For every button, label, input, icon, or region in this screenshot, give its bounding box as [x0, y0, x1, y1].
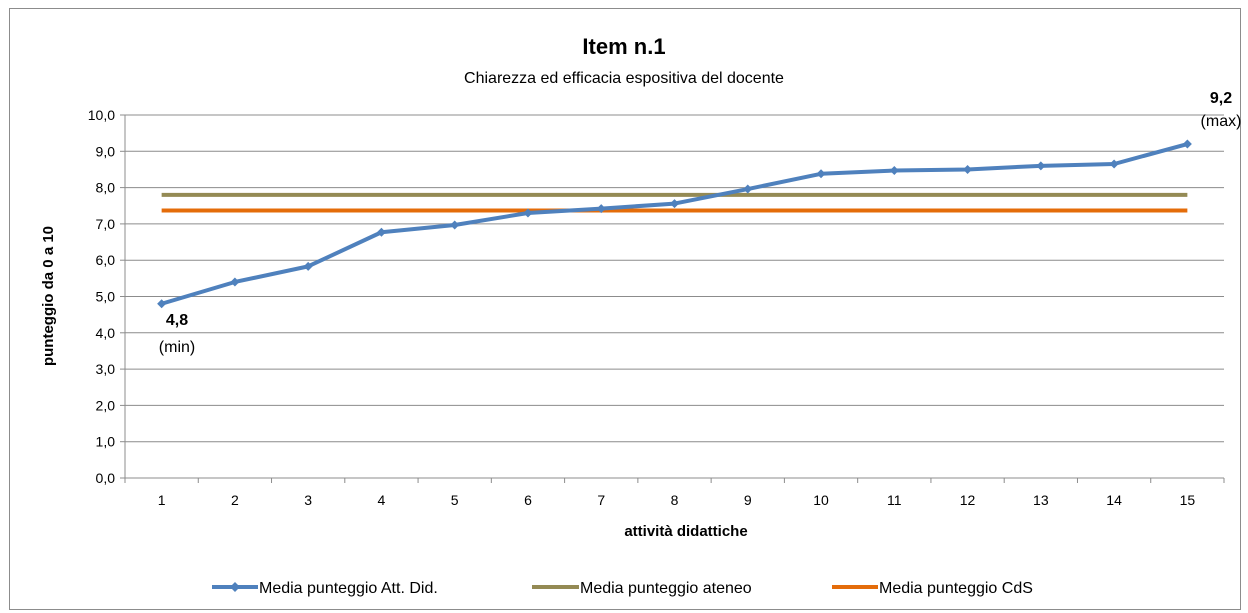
data-point: [523, 208, 533, 218]
x-tick-label: 3: [304, 492, 312, 508]
data-point: [596, 204, 606, 214]
x-tick-label: 2: [231, 492, 239, 508]
labels-layer: 0,01,02,03,04,05,06,07,08,09,010,01 2 3 4 5 6…: [88, 107, 1196, 508]
data-point: [1182, 139, 1192, 149]
legend-item-ateneo: Media punteggio ateneo: [532, 580, 752, 597]
data-point: [1109, 159, 1119, 169]
min-tag-label: (min): [159, 339, 195, 356]
x-axis-title: attività didattiche: [624, 523, 747, 540]
x-tick-label: 12: [960, 492, 976, 508]
min-value-label: 4,8: [166, 312, 188, 329]
chart-area: [9, 8, 1241, 610]
max-tag-label: (max): [1201, 113, 1242, 130]
legend-label-cds: Media punteggio CdS: [879, 580, 1033, 597]
x-tick-label: 10: [813, 492, 829, 508]
y-tick-label: 4,0: [96, 325, 116, 341]
y-tick-label: 1,0: [96, 434, 116, 450]
data-point: [889, 166, 899, 176]
chart-subtitle: Chiarezza ed efficacia espositiva del do…: [464, 70, 784, 87]
data-point: [816, 169, 826, 179]
data-point: [743, 184, 753, 194]
data-point: [376, 227, 386, 237]
x-tick-label: 11: [887, 492, 902, 508]
y-tick-label: 3,0: [96, 361, 116, 377]
y-tick-label: 7,0: [96, 216, 116, 232]
max-annotation: 9,2 (max): [1201, 90, 1242, 130]
data-point: [303, 261, 313, 271]
data-point: [230, 277, 240, 287]
legend-label-ateneo: Media punteggio ateneo: [580, 580, 752, 597]
x-tick-label: 6: [524, 492, 532, 508]
data-point: [670, 199, 679, 209]
min-annotation: 4,8 (min): [159, 312, 195, 356]
x-tick-label: 15: [1180, 492, 1196, 508]
y-tick-label: 8,0: [96, 180, 116, 196]
legend-item-cds: Media punteggio CdS: [832, 580, 1033, 597]
x-tick-label: 9: [744, 492, 752, 508]
y-tick-label: 2,0: [96, 397, 116, 413]
y-tick-label: 5,0: [96, 289, 116, 305]
data-point: [963, 164, 973, 174]
data-point: [450, 220, 460, 230]
x-tick-label: 14: [1106, 492, 1122, 508]
data-point: [157, 299, 167, 309]
legend-label-att-did: Media punteggio Att. Did.: [259, 580, 438, 597]
x-tick-label: 8: [671, 492, 679, 508]
x-tick-label: 1: [158, 492, 166, 508]
data-point: [1036, 161, 1046, 171]
gridlines: [125, 114, 1224, 443]
y-tick-label: 6,0: [96, 252, 116, 268]
legend-marker-att-did: [230, 582, 240, 592]
x-tick-label: 5: [451, 492, 459, 508]
legend: Media punteggio Att. Did. Media punteggi…: [212, 580, 1033, 597]
max-value-label: 9,2: [1210, 90, 1232, 107]
x-tick-label: 13: [1033, 492, 1049, 508]
chart-title: Item n.1: [582, 34, 665, 59]
y-tick-label: 10,0: [88, 107, 115, 123]
legend-item-att-did: Media punteggio Att. Did.: [212, 580, 438, 597]
y-tick-label: 0,0: [96, 470, 116, 486]
axes: [120, 114, 1225, 483]
y-tick-label: 9,0: [96, 143, 116, 159]
y-axis-title: punteggio da 0 a 10: [40, 226, 57, 366]
series-layer: [157, 139, 1192, 309]
x-tick-label: 4: [378, 492, 386, 508]
x-tick-label: 7: [597, 492, 605, 508]
